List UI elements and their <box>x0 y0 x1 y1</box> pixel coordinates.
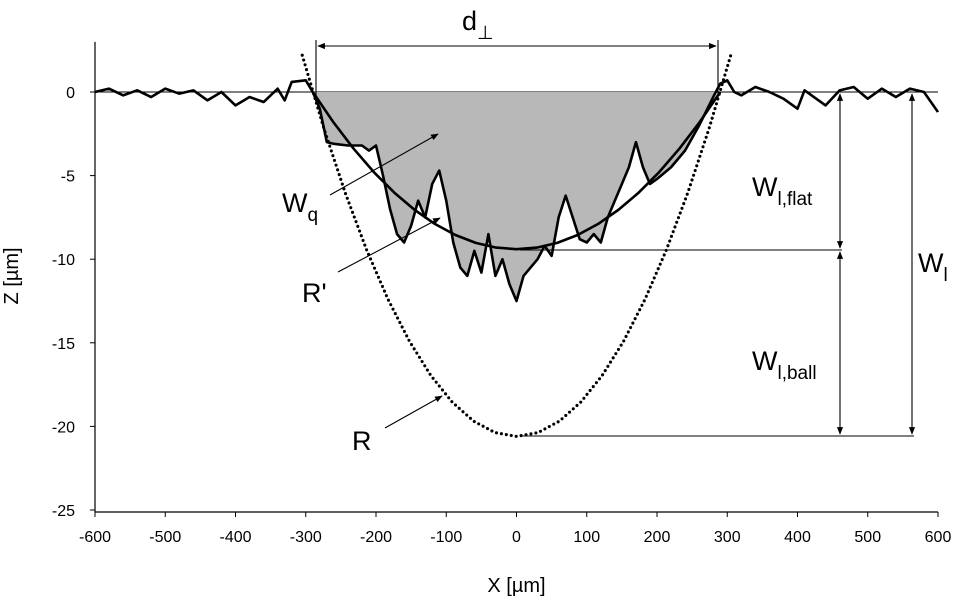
lines <box>95 53 940 438</box>
x-tick-label: -100 <box>430 529 462 546</box>
x-tick-label: -300 <box>290 529 322 546</box>
y-tick-label: -15 <box>52 336 75 353</box>
annotation: R' <box>302 278 327 308</box>
annotation: Wl,flat <box>752 172 813 210</box>
x-tick-label: -200 <box>360 529 392 546</box>
series-line <box>300 53 733 438</box>
annotation-text: W <box>282 188 308 218</box>
annotation-sub: l,flat <box>777 189 813 210</box>
x-axis-label: X [µm] <box>487 575 545 597</box>
annotation-sub: l <box>943 265 947 286</box>
x-tick-label: 0 <box>512 529 521 546</box>
x-tick-label: -600 <box>79 529 111 546</box>
areas <box>95 91 938 301</box>
x-tick-label: 300 <box>714 529 741 546</box>
annotation: d⊥ <box>462 6 494 44</box>
y-tick-label: -20 <box>52 419 75 436</box>
annotation-text: W <box>752 172 778 202</box>
y-tick-label: -10 <box>52 252 75 269</box>
profile-area <box>312 92 721 301</box>
series-line <box>95 79 940 303</box>
y-tick-label: -5 <box>61 169 75 186</box>
x-tick-label: 500 <box>854 529 881 546</box>
x-tick-label: -400 <box>219 529 251 546</box>
annotation-text: W <box>918 248 944 278</box>
annotation: Wl <box>918 248 948 286</box>
annotation-text: R <box>352 426 372 456</box>
y-tick-label: 0 <box>66 85 75 102</box>
dimension-lines <box>315 40 916 437</box>
x-tick-label: 400 <box>784 529 811 546</box>
y-tick-label: -25 <box>52 503 75 520</box>
annotation: R <box>352 426 372 456</box>
annotation-text: d <box>462 6 477 36</box>
annotation: Wq <box>282 188 318 226</box>
annotation-text: W <box>752 346 778 376</box>
x-tick-label: 200 <box>644 529 671 546</box>
annotation-sub: l,ball <box>777 363 816 384</box>
x-tick-label: 100 <box>573 529 600 546</box>
annotation: Wl,ball <box>752 346 817 384</box>
x-tick-label: 600 <box>925 529 952 546</box>
y-axis-label: Z [µm] <box>1 247 23 304</box>
annotation-text: R' <box>302 278 327 308</box>
annotation-sub: ⊥ <box>477 23 494 44</box>
annotation-sub: q <box>307 205 318 226</box>
series-line <box>311 91 722 251</box>
x-tick-label: -500 <box>149 529 181 546</box>
axes: -600 -500 -400 -300 -200 -100 0 100 200 300 400 500… <box>1 41 952 597</box>
